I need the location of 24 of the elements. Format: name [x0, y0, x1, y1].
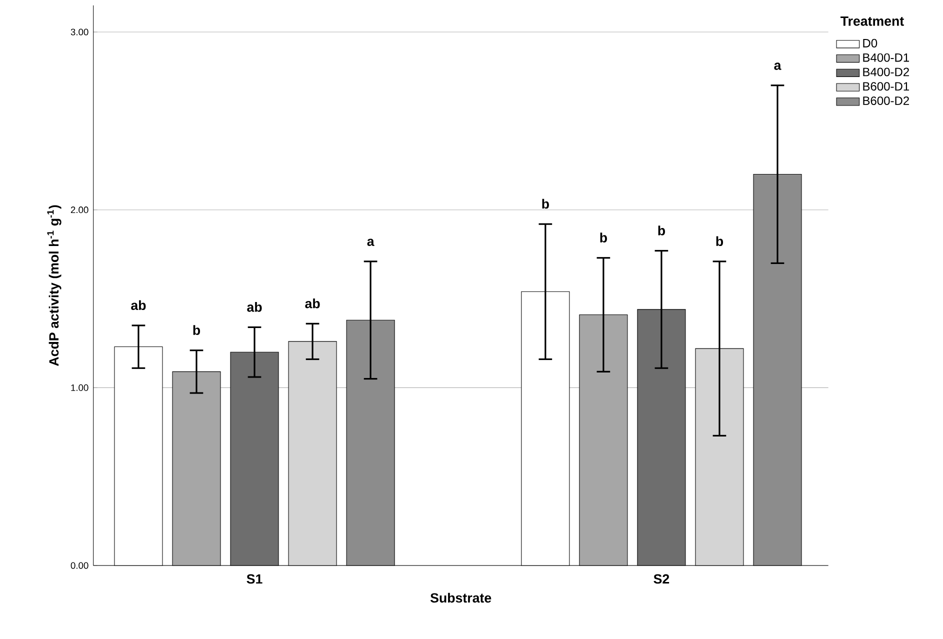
annotation: ab — [305, 298, 320, 308]
legend-label: B400-D2 — [863, 68, 909, 76]
y-tick-label: 3.00 — [70, 28, 88, 36]
x-tick-label: S1 — [246, 574, 262, 584]
legend-label: B400-D1 — [863, 53, 909, 62]
legend-label: B600-D2 — [863, 96, 909, 106]
x-tick-label: S2 — [654, 574, 670, 584]
annotation: ab — [131, 300, 146, 310]
annotation: b — [600, 232, 607, 243]
annotation: b — [542, 198, 549, 209]
y-tick-label: 2.00 — [70, 206, 88, 214]
legend-label: B600-D1 — [863, 82, 909, 91]
y-tick-label: 1.00 — [71, 384, 88, 392]
annotation: a — [774, 62, 782, 70]
legend-title: Treatment — [840, 16, 904, 26]
legend-label: D0 — [863, 38, 878, 48]
x-axis-title: Substrate — [430, 592, 492, 603]
annotation: ab — [247, 302, 262, 312]
y-axis-title: AcdP activity (mol h$^{-1}$ g$^{-1}$) — [47, 205, 62, 366]
annotation: b — [658, 226, 665, 236]
annotation: b — [716, 236, 724, 246]
annotation: a — [367, 238, 374, 246]
annotation: b — [193, 325, 200, 335]
y-tick-label: 0.00 — [70, 562, 88, 569]
